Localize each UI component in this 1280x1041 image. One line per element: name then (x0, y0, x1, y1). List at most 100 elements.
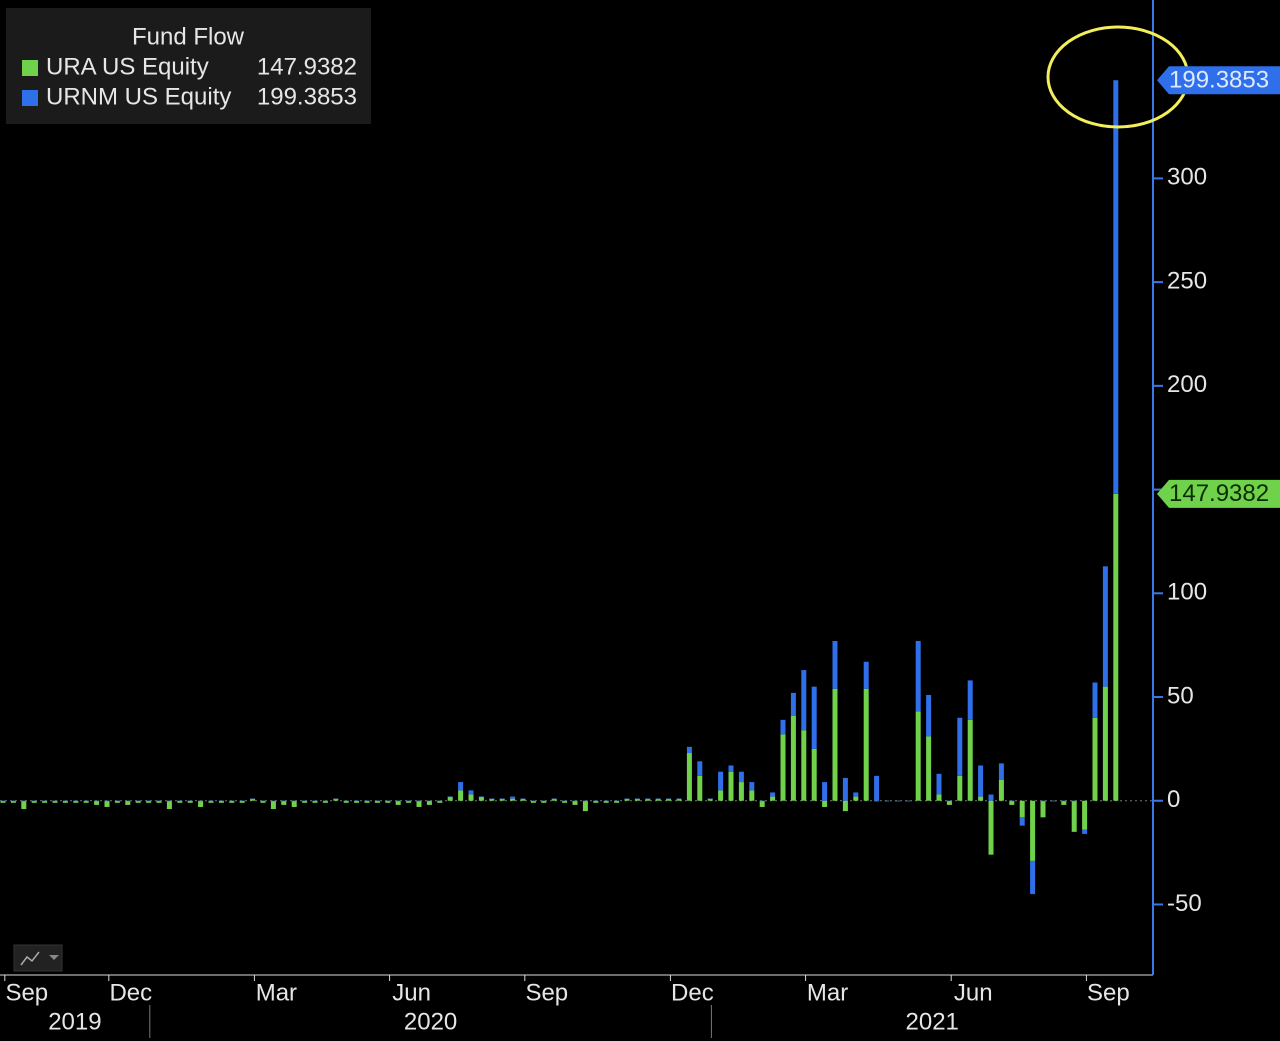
bar (0, 800, 6, 802)
bar (187, 800, 193, 802)
bar (686, 746, 692, 754)
bar (988, 794, 994, 801)
bar (520, 798, 526, 800)
legend-box (6, 8, 371, 124)
bar (354, 800, 360, 803)
x-tick-label: Sep (5, 979, 48, 1006)
value-flag-label: 199.3853 (1169, 67, 1269, 94)
bar (343, 800, 349, 802)
bar (582, 800, 588, 812)
y-tick-label: 200 (1167, 371, 1207, 398)
bar (177, 800, 183, 803)
bar (510, 798, 516, 801)
bar (406, 800, 412, 803)
bar (562, 800, 568, 802)
bar (416, 800, 422, 807)
bar (978, 796, 984, 801)
bar (551, 798, 557, 801)
bar (395, 800, 401, 802)
bar (52, 800, 58, 802)
bar (83, 800, 89, 803)
bar (530, 800, 536, 802)
bar (458, 782, 464, 791)
bar (447, 796, 453, 798)
bar (718, 790, 724, 801)
bar (146, 800, 152, 803)
bar (822, 800, 828, 807)
bar (447, 796, 453, 801)
bar (572, 800, 578, 802)
bar (645, 798, 651, 801)
bar (270, 800, 276, 810)
bar (31, 800, 37, 802)
bar (853, 796, 859, 801)
bar (593, 800, 599, 803)
bar (1092, 682, 1098, 718)
bar (499, 798, 505, 801)
bar (489, 798, 495, 800)
bar (468, 790, 474, 795)
bar (863, 661, 869, 689)
plot-area: -50 0 50 100 200 250 300 Sep Dec Mar Jun Sep Dec Mar J… (0, 0, 1207, 1038)
bar (239, 800, 245, 802)
bar (738, 782, 744, 801)
bar (31, 800, 37, 803)
bar (697, 775, 703, 801)
bar (135, 800, 141, 803)
bar (385, 800, 391, 802)
bar (759, 800, 765, 807)
bar (853, 792, 859, 797)
bar (437, 800, 443, 803)
value-flag-label: 147.9382 (1169, 480, 1269, 507)
year-label: 2019 (48, 1008, 101, 1035)
bar (437, 800, 443, 802)
bar (718, 771, 724, 791)
bar (1071, 800, 1077, 832)
bar (759, 800, 765, 802)
bar (364, 800, 370, 803)
bar (291, 800, 297, 807)
bar (21, 800, 27, 802)
y-tick-label: 0 (1167, 786, 1180, 813)
bar (10, 800, 16, 802)
bar (218, 800, 224, 803)
bar (42, 800, 48, 802)
bar (822, 782, 828, 801)
value-flag (1157, 479, 1280, 508)
bar (94, 800, 100, 805)
bar (874, 800, 880, 802)
bar (957, 717, 963, 776)
bar (198, 800, 204, 807)
bar (250, 798, 256, 800)
bar (832, 688, 838, 801)
bar (749, 790, 755, 801)
chart-toggle-icon[interactable] (13, 944, 63, 972)
bar (728, 771, 734, 801)
bar (926, 736, 932, 801)
bar (624, 798, 630, 801)
x-tick-label: Sep (1087, 979, 1130, 1006)
bar (1030, 860, 1036, 895)
bar (1113, 493, 1119, 801)
legend-label: URA US Equity (46, 53, 209, 80)
bar (666, 798, 672, 800)
bar (634, 798, 640, 801)
bar (416, 800, 422, 802)
bar (624, 798, 630, 800)
bar (842, 777, 848, 801)
bar (489, 798, 495, 801)
bar (426, 800, 432, 805)
bar (125, 800, 131, 805)
bar (364, 800, 370, 802)
bar (978, 765, 984, 797)
bar (270, 800, 276, 802)
bar (146, 800, 152, 802)
bar (510, 796, 516, 799)
bar (1061, 800, 1067, 805)
bar (614, 800, 620, 802)
bar (302, 800, 308, 803)
value-flag (1157, 66, 1280, 95)
bar (562, 800, 568, 803)
